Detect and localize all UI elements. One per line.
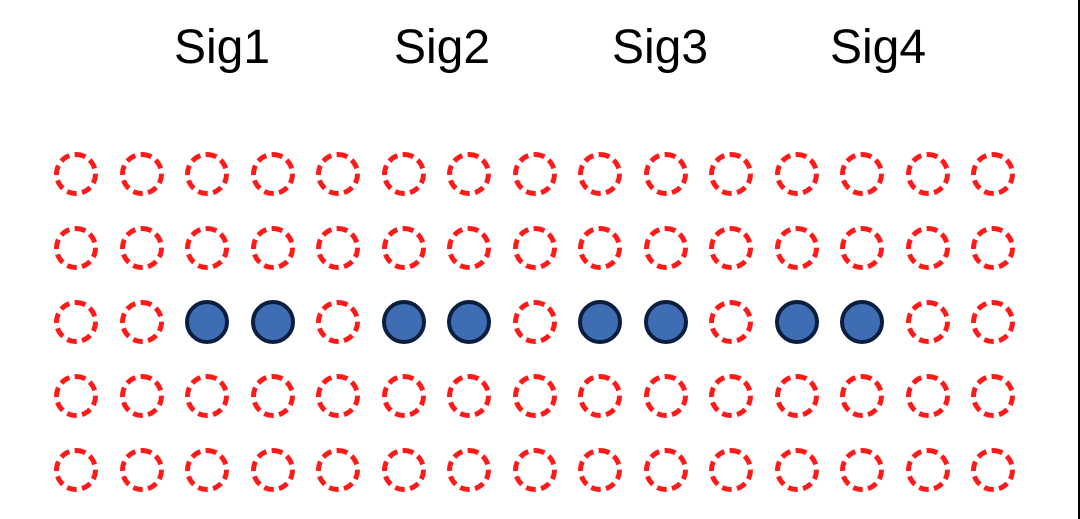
open-circle-icon	[251, 448, 295, 492]
open-circle-icon	[513, 152, 557, 196]
open-circle-icon	[775, 226, 819, 270]
open-circle-icon	[709, 300, 753, 344]
open-circle-icon	[251, 226, 295, 270]
filled-circle-icon	[251, 300, 295, 344]
open-circle-icon	[971, 374, 1015, 418]
open-circle-icon	[447, 152, 491, 196]
open-circle-icon	[906, 448, 950, 492]
open-circle-icon	[709, 374, 753, 418]
open-circle-icon	[709, 448, 753, 492]
open-circle-icon	[185, 374, 229, 418]
open-circle-icon	[251, 374, 295, 418]
open-circle-icon	[513, 374, 557, 418]
open-circle-icon	[513, 226, 557, 270]
open-circle-icon	[54, 300, 98, 344]
open-circle-icon	[644, 374, 688, 418]
open-circle-icon	[971, 300, 1015, 344]
open-circle-icon	[644, 226, 688, 270]
label-sig1: Sig1	[174, 20, 270, 75]
filled-circle-icon	[775, 300, 819, 344]
open-circle-icon	[316, 374, 360, 418]
filled-circle-icon	[578, 300, 622, 344]
open-circle-icon	[709, 226, 753, 270]
open-circle-icon	[644, 448, 688, 492]
open-circle-icon	[775, 374, 819, 418]
open-circle-icon	[840, 374, 884, 418]
open-circle-icon	[54, 226, 98, 270]
open-circle-icon	[906, 226, 950, 270]
filled-circle-icon	[185, 300, 229, 344]
open-circle-icon	[54, 374, 98, 418]
open-circle-icon	[316, 226, 360, 270]
open-circle-icon	[316, 448, 360, 492]
open-circle-icon	[513, 448, 557, 492]
open-circle-icon	[120, 300, 164, 344]
open-circle-icon	[840, 226, 884, 270]
open-circle-icon	[709, 152, 753, 196]
open-circle-icon	[644, 152, 688, 196]
open-circle-icon	[971, 152, 1015, 196]
open-circle-icon	[382, 226, 426, 270]
open-circle-icon	[578, 374, 622, 418]
open-circle-icon	[316, 300, 360, 344]
open-circle-icon	[54, 448, 98, 492]
open-circle-icon	[382, 152, 426, 196]
open-circle-icon	[906, 374, 950, 418]
open-circle-icon	[840, 152, 884, 196]
open-circle-icon	[578, 448, 622, 492]
open-circle-icon	[120, 152, 164, 196]
open-circle-icon	[578, 226, 622, 270]
signal-diagram: Sig1 Sig2 Sig3 Sig4	[0, 0, 1080, 519]
open-circle-icon	[316, 152, 360, 196]
open-circle-icon	[578, 152, 622, 196]
label-sig4: Sig4	[830, 20, 926, 75]
open-circle-icon	[185, 448, 229, 492]
open-circle-icon	[120, 226, 164, 270]
open-circle-icon	[971, 448, 1015, 492]
label-sig3: Sig3	[612, 20, 708, 75]
open-circle-icon	[251, 152, 295, 196]
filled-circle-icon	[644, 300, 688, 344]
filled-circle-icon	[382, 300, 426, 344]
open-circle-icon	[447, 226, 491, 270]
open-circle-icon	[185, 152, 229, 196]
label-sig2: Sig2	[394, 20, 490, 75]
open-circle-icon	[906, 300, 950, 344]
open-circle-icon	[840, 448, 884, 492]
open-circle-icon	[775, 448, 819, 492]
open-circle-icon	[775, 152, 819, 196]
open-circle-icon	[185, 226, 229, 270]
filled-circle-icon	[840, 300, 884, 344]
open-circle-icon	[447, 374, 491, 418]
open-circle-icon	[513, 300, 557, 344]
open-circle-icon	[447, 448, 491, 492]
open-circle-icon	[120, 448, 164, 492]
filled-circle-icon	[447, 300, 491, 344]
open-circle-icon	[54, 152, 98, 196]
open-circle-icon	[906, 152, 950, 196]
open-circle-icon	[382, 374, 426, 418]
open-circle-icon	[382, 448, 426, 492]
open-circle-icon	[120, 374, 164, 418]
open-circle-icon	[971, 226, 1015, 270]
